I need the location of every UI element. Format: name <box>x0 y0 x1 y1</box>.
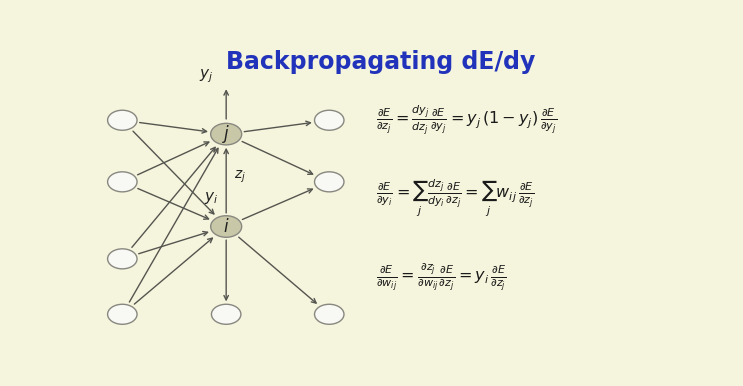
Text: $z_j$: $z_j$ <box>234 168 246 185</box>
Text: i: i <box>224 217 229 235</box>
Text: $y_i$: $y_i$ <box>204 190 218 207</box>
Ellipse shape <box>212 304 241 324</box>
Ellipse shape <box>314 304 344 324</box>
Ellipse shape <box>108 249 137 269</box>
Text: $\frac{\partial E}{\partial y_i} = \sum_j \frac{dz_j}{dy_i}\frac{\partial E}{\pa: $\frac{\partial E}{\partial y_i} = \sum_… <box>376 177 534 218</box>
Text: $\frac{\partial E}{\partial w_{ij}} = \frac{\partial z_j}{\partial w_{ij}}\frac{: $\frac{\partial E}{\partial w_{ij}} = \f… <box>376 262 506 294</box>
Ellipse shape <box>108 110 137 130</box>
Ellipse shape <box>211 216 241 237</box>
Text: j: j <box>224 125 229 143</box>
Ellipse shape <box>211 123 241 145</box>
Text: $\frac{\partial E}{\partial z_j} = \frac{dy_j}{dz_j}\frac{\partial E}{\partial y: $\frac{\partial E}{\partial z_j} = \frac… <box>376 103 557 137</box>
Ellipse shape <box>314 172 344 192</box>
Text: Backpropagating dE/dy: Backpropagating dE/dy <box>227 51 536 74</box>
Text: $y_j$: $y_j$ <box>198 67 213 85</box>
Ellipse shape <box>108 304 137 324</box>
Ellipse shape <box>108 172 137 192</box>
Ellipse shape <box>314 110 344 130</box>
